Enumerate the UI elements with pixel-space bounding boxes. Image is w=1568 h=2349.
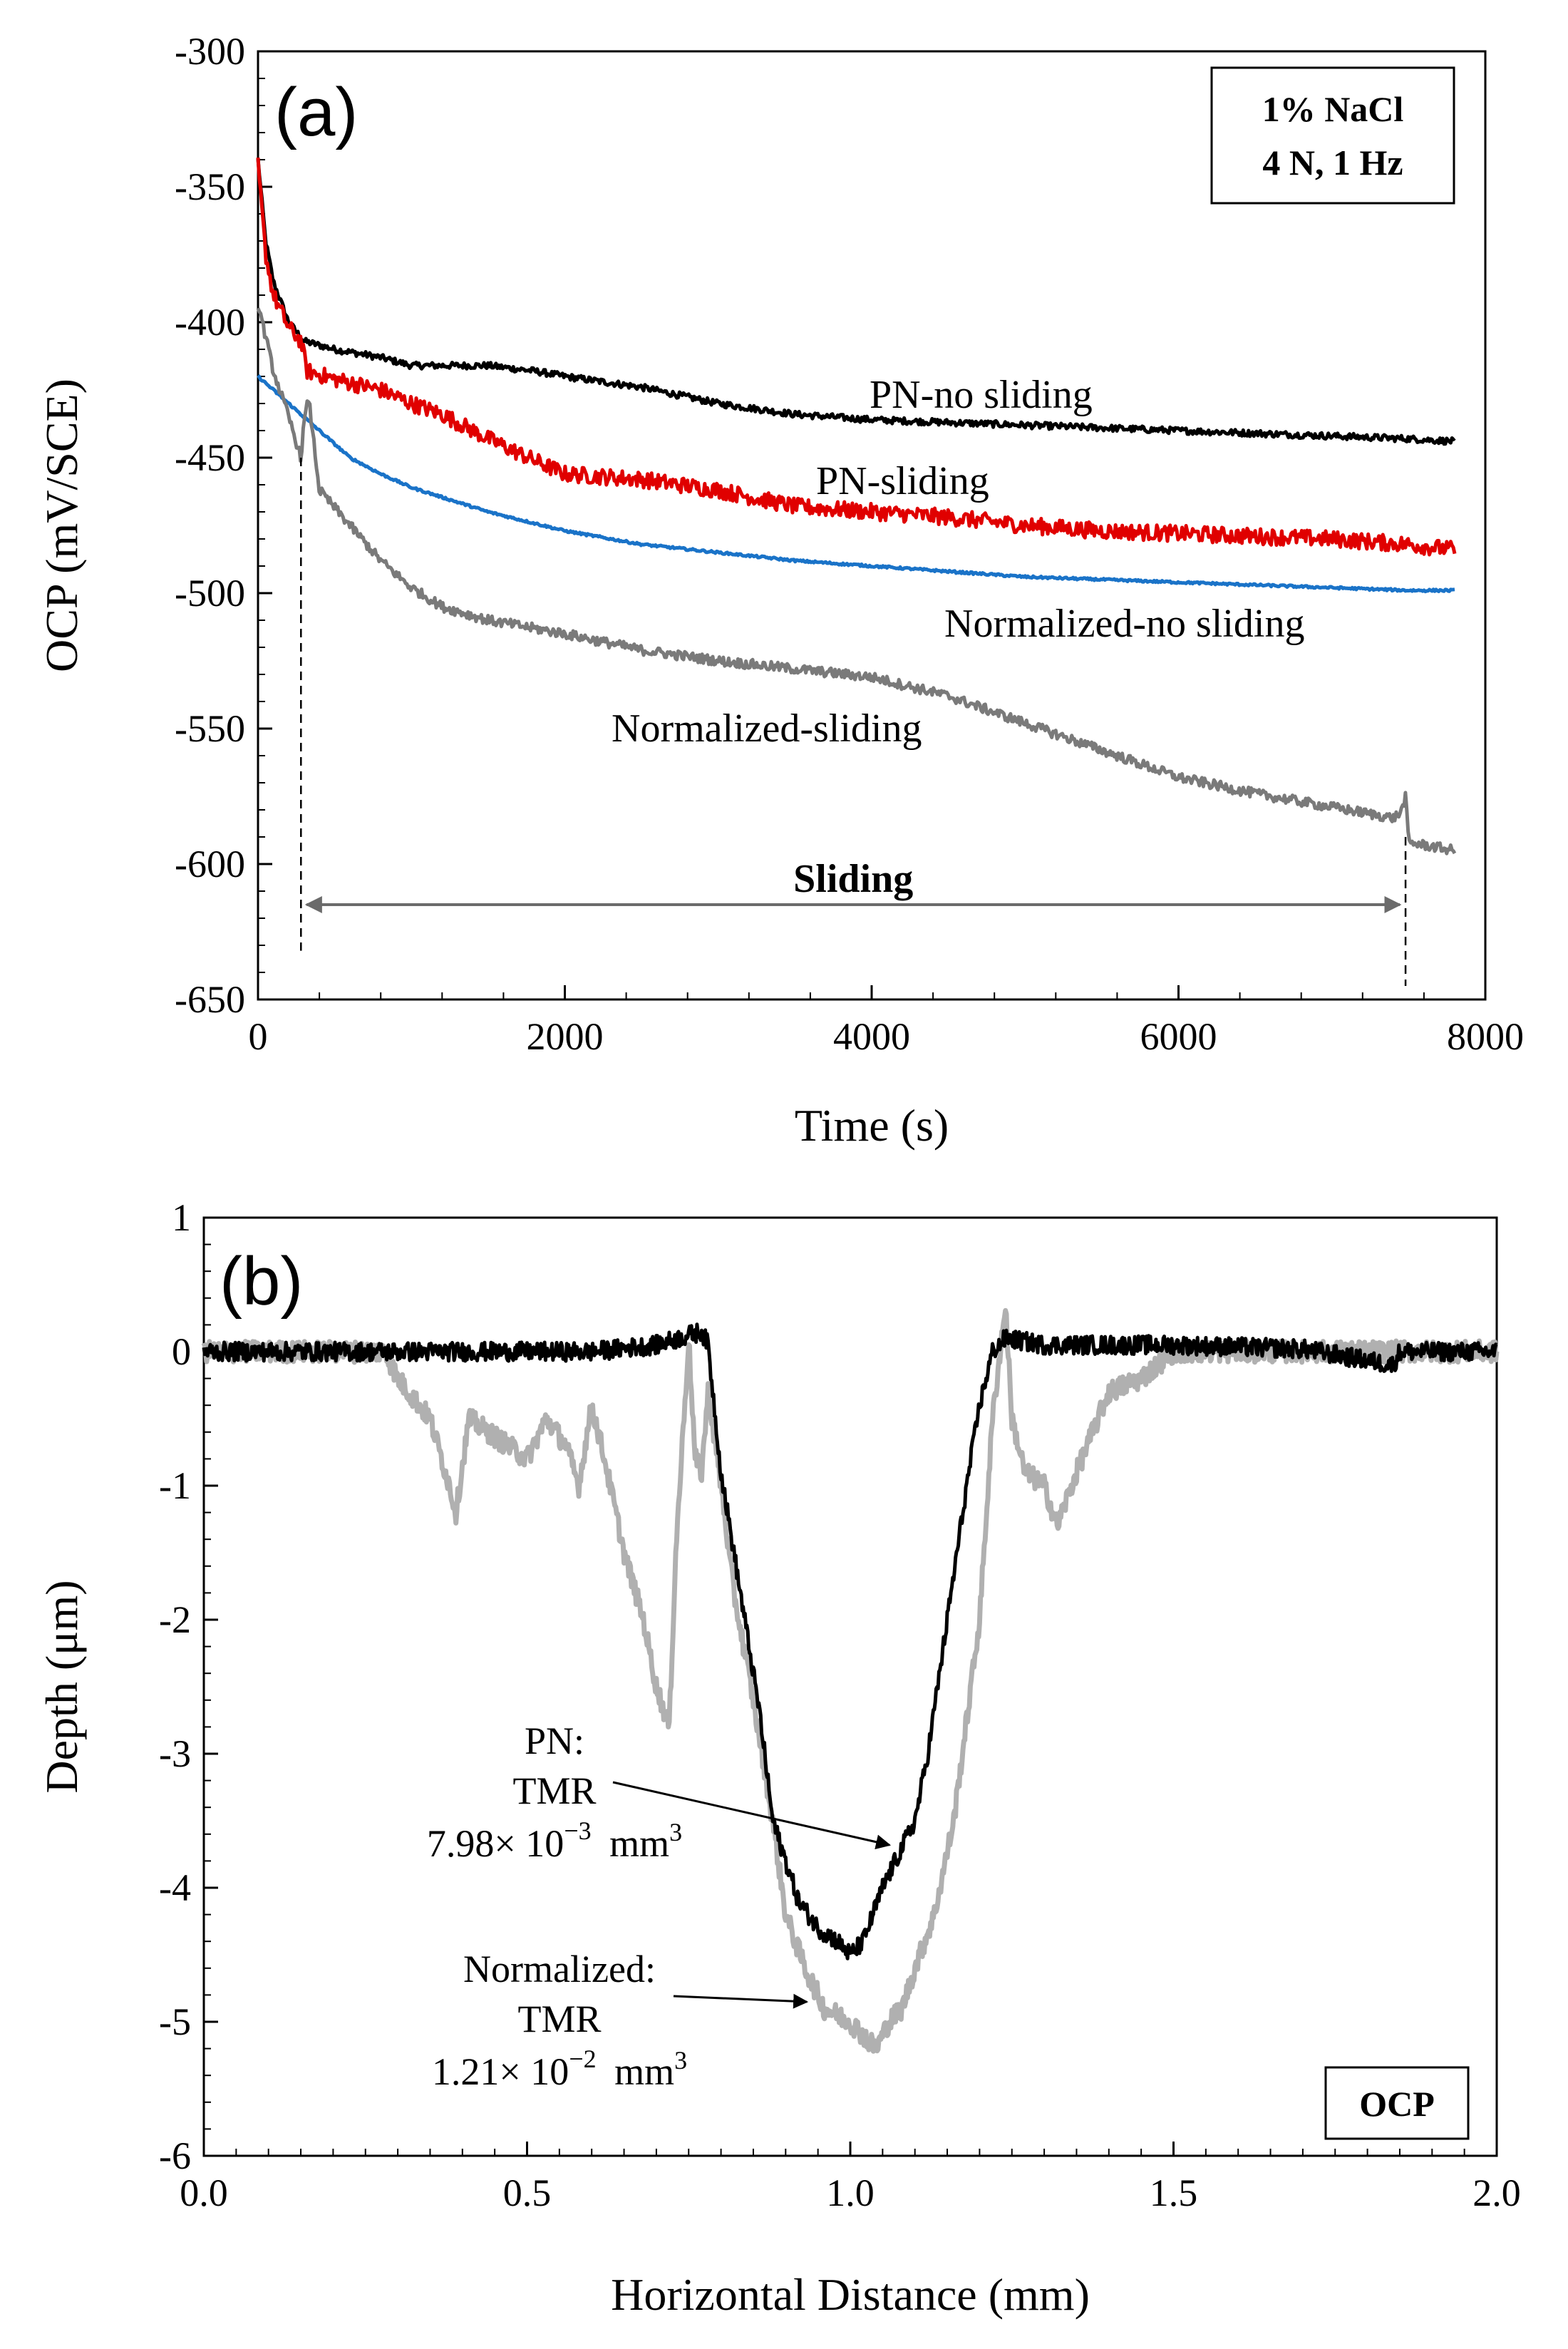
label-pn-sliding: PN-sliding	[816, 459, 989, 503]
panel-a-y-ticks: -300 -350 -400 -450 -500 -550 -600 -650	[175, 30, 272, 1021]
b-xtick-label: 0.0	[180, 2171, 228, 2214]
annotation-pn-unit-exp: 3	[669, 1818, 682, 1846]
a-series-line-pn-no-sliding	[256, 158, 1456, 446]
a-ytick-label: -550	[175, 707, 245, 750]
a-xtick-label: 6000	[1140, 1015, 1217, 1058]
panel-b-y-ticks: 1 0 -1 -2 -3 -4 -5 -6	[159, 1196, 218, 2177]
b-ytick-label: 1	[172, 1196, 191, 1239]
conditions-line-1: 1% NaCl	[1262, 89, 1404, 129]
panel-a-y-axis-title: OCP (mV/SCE)	[36, 379, 87, 672]
annotation-normalized-unit-exp: 3	[674, 2046, 687, 2075]
label-pn-no-sliding: PN-no sliding	[870, 373, 1093, 417]
a-ytick-label: -650	[175, 978, 245, 1021]
test-label: OCP	[1359, 2084, 1435, 2124]
annotation-pn-value: 7.98× 10−3 mm3	[427, 1816, 682, 1865]
conditions-line-2: 4 N, 1 Hz	[1262, 143, 1403, 183]
label-normalized-sliding: Normalized-sliding	[612, 706, 922, 751]
annotation-pn-line-2: TMR	[512, 1769, 596, 1812]
b-xtick-label: 1.5	[1150, 2171, 1198, 2214]
b-series-line-normalized	[201, 1307, 1500, 2054]
panel-b-letter: (b)	[220, 1243, 303, 1320]
panel-a-ocp-chart: -300 -350 -400 -450 -500 -550 -600 -650 0 2000 40…	[36, 30, 1524, 1151]
a-series-line-normalized-no-sliding	[257, 374, 1455, 594]
annotation-pn-value-exp: −3	[564, 1816, 591, 1845]
annotation-pn-line-1: PN:	[525, 1720, 584, 1762]
annotation-normalized: Normalized: TMR 1.21× 10−2 mm3	[432, 1948, 809, 2093]
b-ytick-label: -6	[159, 2134, 191, 2177]
panel-a-x-axis-title: Time (s)	[795, 1100, 949, 1151]
a-ytick-label: -400	[175, 301, 245, 344]
b-ytick-label: -5	[159, 2000, 191, 2043]
a-xtick-label: 2000	[527, 1015, 604, 1058]
b-ytick-label: -3	[159, 1732, 191, 1775]
annotation-pn-arrow	[612, 1781, 892, 1850]
a-ytick-label: -500	[175, 572, 245, 615]
a-ytick-label: -600	[175, 843, 245, 885]
test-label-box	[1324, 2066, 1470, 2140]
panel-a-letter: (a)	[274, 74, 358, 150]
a-ytick-label: -450	[175, 436, 245, 479]
panel-b-depth-chart: 1 0 -1 -2 -3 -4 -5 -6 0.0 0.5 1.0 1.5 2.0 (b) OCP P…	[36, 1196, 1521, 2320]
a-ytick-label: -350	[175, 165, 245, 208]
b-series-line-pn	[202, 1322, 1498, 1960]
annotation-pn-unit: mm	[609, 1822, 669, 1865]
b-ytick-label: -1	[159, 1464, 191, 1507]
annotation-normalized-value: 1.21× 10−2 mm3	[432, 2045, 687, 2093]
panel-b-series	[201, 1307, 1500, 2054]
annotation-normalized-value-exp: −2	[569, 2045, 596, 2073]
panel-a-x-ticks: 0 2000 4000 6000 8000	[249, 985, 1524, 1058]
annotation-normalized-arrow	[673, 1993, 809, 2009]
a-series-line-pn-sliding	[256, 157, 1457, 557]
b-xtick-label: 2.0	[1472, 2171, 1521, 2214]
annotation-normalized-value-base: 1.21× 10	[432, 2050, 569, 2093]
panel-b-y-axis-title: Depth (μm)	[36, 1580, 87, 1793]
a-ytick-label: -300	[175, 30, 245, 73]
annotation-normalized-line-1: Normalized:	[463, 1948, 656, 1990]
conditions-box	[1210, 66, 1455, 205]
annotation-pn: PN: TMR 7.98× 10−3 mm3	[427, 1720, 892, 1865]
a-xtick-label: 4000	[833, 1015, 910, 1058]
b-xtick-label: 1.0	[826, 2171, 875, 2214]
annotation-pn-value-base: 7.98× 10	[427, 1822, 564, 1865]
sliding-label: Sliding	[793, 857, 913, 901]
label-normalized-no-sliding: Normalized-no sliding	[944, 602, 1304, 646]
b-ytick-label: -2	[159, 1598, 191, 1641]
a-xtick-label: 8000	[1447, 1015, 1524, 1058]
b-xtick-label: 0.5	[503, 2171, 552, 2214]
annotation-normalized-line-2: TMR	[517, 1998, 601, 2040]
panel-b-x-ticks: 0.0 0.5 1.0 1.5 2.0	[180, 2142, 1521, 2214]
annotation-normalized-unit: mm	[614, 2050, 674, 2093]
b-ytick-label: -4	[159, 1866, 191, 1909]
a-xtick-label: 0	[249, 1015, 268, 1058]
panel-b-x-axis-title: Horizontal Distance (mm)	[611, 2269, 1090, 2320]
a-series-line-normalized-sliding	[256, 307, 1457, 855]
b-ytick-label: 0	[172, 1330, 191, 1373]
panel-a-series	[256, 157, 1457, 855]
